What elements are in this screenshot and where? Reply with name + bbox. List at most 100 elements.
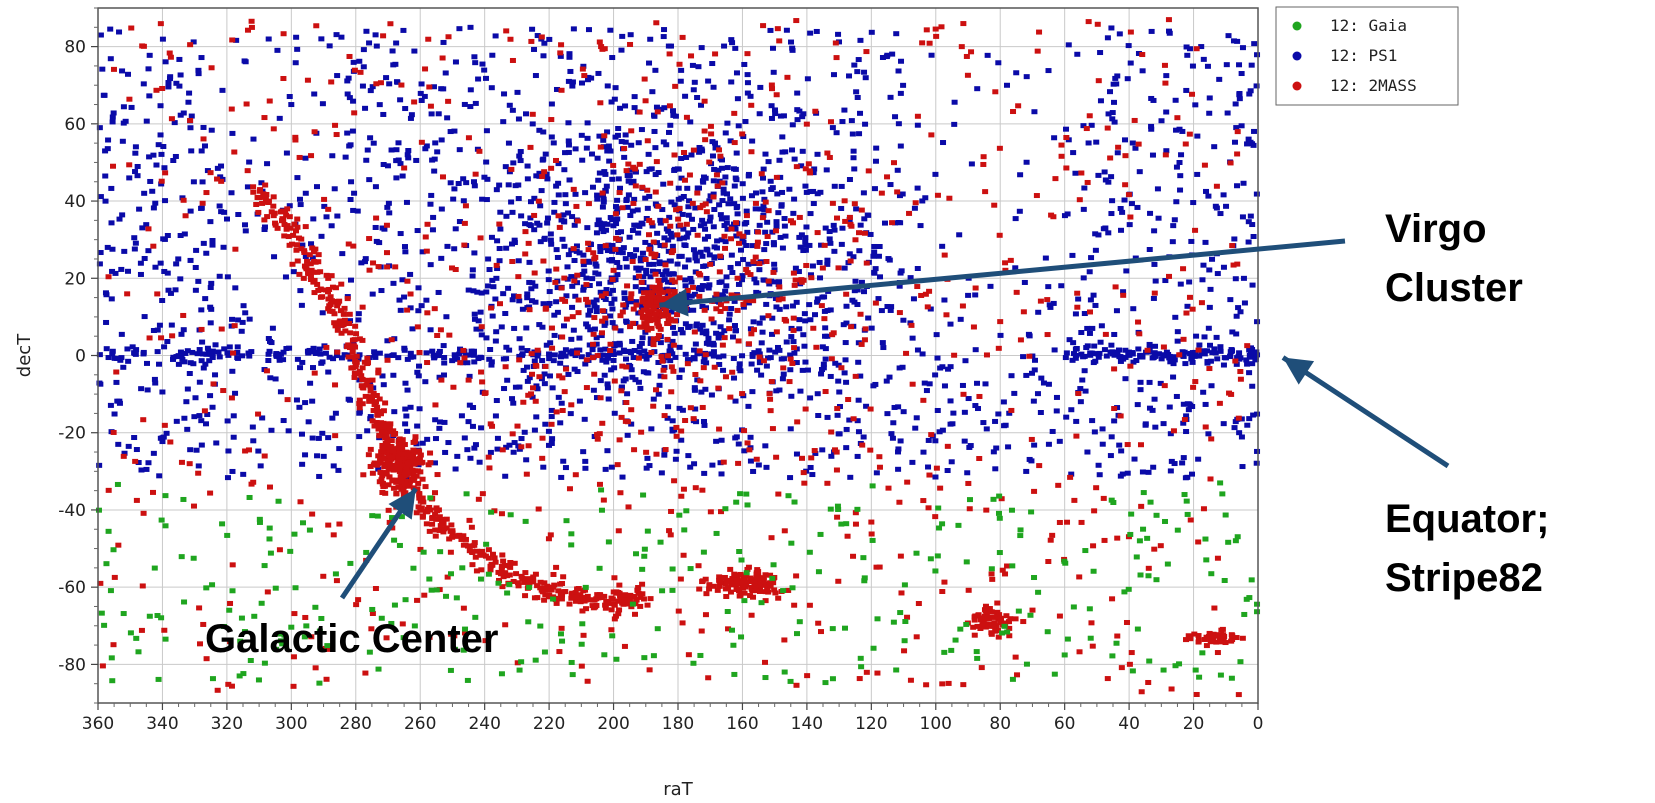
data-point — [108, 296, 115, 302]
data-point — [724, 120, 731, 126]
data-point — [246, 494, 253, 500]
data-point — [138, 386, 145, 392]
data-point — [1038, 375, 1045, 381]
data-point — [332, 433, 339, 439]
data-point — [854, 418, 861, 424]
data-point — [1136, 169, 1143, 175]
data-point — [861, 230, 868, 236]
data-point — [648, 251, 655, 257]
data-point — [431, 306, 438, 312]
data-point — [661, 235, 668, 241]
data-point — [105, 274, 112, 280]
data-point — [914, 122, 921, 128]
data-point — [811, 448, 818, 454]
data-point — [380, 111, 387, 117]
data-point — [735, 261, 742, 267]
data-point — [618, 47, 625, 53]
data-point — [983, 609, 990, 615]
data-point — [568, 542, 575, 548]
data-point — [1232, 358, 1239, 364]
data-point — [1206, 110, 1213, 116]
data-point — [626, 172, 633, 178]
data-point — [521, 579, 528, 585]
data-point — [466, 402, 473, 408]
data-point — [834, 412, 841, 418]
data-point — [107, 56, 114, 62]
data-point — [858, 279, 865, 285]
data-point — [1081, 185, 1088, 191]
data-point — [353, 602, 360, 608]
data-point — [461, 355, 468, 361]
data-point — [116, 29, 123, 35]
data-point — [346, 321, 353, 327]
data-point — [895, 404, 902, 410]
data-point — [524, 348, 531, 354]
data-point — [155, 142, 162, 148]
data-point — [621, 145, 628, 151]
data-point — [951, 352, 958, 358]
data-point — [963, 53, 970, 59]
data-point — [748, 193, 755, 199]
data-point — [242, 448, 249, 454]
data-point — [719, 180, 726, 186]
data-point — [989, 576, 996, 582]
data-point — [107, 588, 114, 594]
data-point — [690, 416, 697, 422]
data-point — [598, 595, 605, 601]
data-point — [593, 230, 600, 236]
data-point — [568, 274, 575, 280]
data-point — [478, 567, 485, 573]
data-point — [539, 358, 546, 364]
data-point — [150, 152, 157, 158]
data-point — [96, 462, 103, 468]
data-point — [558, 42, 565, 48]
data-point — [867, 447, 874, 453]
data-point — [719, 198, 726, 204]
data-point — [1190, 384, 1197, 390]
data-point — [1069, 252, 1076, 258]
data-point — [1092, 231, 1099, 237]
data-point — [498, 563, 505, 569]
data-point — [665, 404, 672, 410]
data-point — [1114, 150, 1121, 156]
data-point — [526, 375, 533, 381]
data-point — [121, 450, 128, 456]
data-point — [682, 283, 689, 289]
data-point — [383, 75, 390, 81]
data-point — [1198, 44, 1205, 50]
data-point — [326, 354, 333, 360]
data-point — [1199, 650, 1206, 656]
data-point — [907, 275, 914, 281]
data-point — [1147, 499, 1154, 505]
data-point — [178, 459, 185, 465]
data-point — [492, 413, 499, 419]
data-point — [1111, 119, 1118, 125]
data-point — [436, 527, 443, 533]
data-point — [210, 381, 217, 387]
data-point — [340, 311, 347, 317]
data-point — [1040, 380, 1047, 386]
data-point — [558, 625, 565, 631]
data-point — [792, 265, 799, 271]
data-point — [941, 383, 948, 389]
data-point — [713, 291, 720, 297]
data-point — [1002, 422, 1009, 428]
data-point — [242, 222, 249, 228]
data-point — [235, 317, 242, 323]
data-point — [1068, 471, 1075, 477]
data-point — [410, 447, 417, 453]
data-point — [1070, 351, 1077, 357]
data-point — [791, 196, 798, 202]
data-point — [1208, 436, 1215, 442]
data-point — [1092, 302, 1099, 308]
data-point — [532, 73, 539, 79]
data-point — [1081, 368, 1088, 374]
data-point — [523, 111, 530, 117]
data-point — [601, 322, 608, 328]
data-point — [546, 373, 553, 379]
data-point — [168, 116, 175, 122]
data-point — [701, 422, 708, 428]
data-point — [643, 465, 650, 471]
data-point — [554, 309, 561, 315]
data-point — [386, 81, 393, 87]
